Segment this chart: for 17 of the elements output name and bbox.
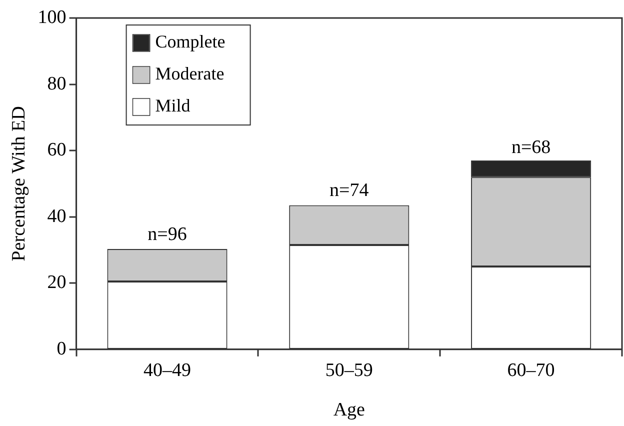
y-tick-label: 0: [56, 338, 66, 360]
y-tick-label: 20: [47, 272, 66, 294]
annotation: n=96: [148, 224, 187, 245]
x-axis-title: Age: [333, 400, 365, 421]
annotation: n=74: [330, 180, 370, 202]
legend-label: Moderate: [155, 64, 224, 84]
y-axis-title: Percentage With ED: [8, 106, 30, 262]
y-tick-label: 40: [47, 206, 66, 227]
y-tick-label: 60: [47, 140, 66, 161]
legend-label: Mild: [155, 96, 190, 116]
x-tick-label: 50–59: [325, 360, 373, 381]
legend-label: Complete: [155, 32, 226, 52]
annotation: n=68: [511, 136, 551, 158]
x-tick-label: 60–70: [507, 360, 555, 381]
y-tick-label: 80: [47, 73, 66, 94]
x-tick-label: 40–49: [144, 360, 191, 381]
y-tick-label: 100: [38, 6, 66, 28]
